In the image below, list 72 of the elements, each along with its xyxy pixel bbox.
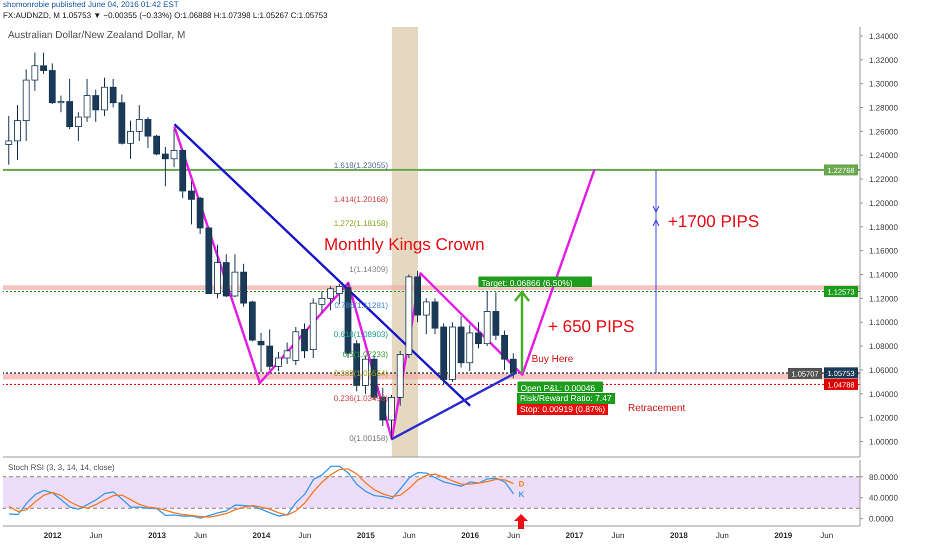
y-tick-label: 1.30000 [869,80,898,89]
annotation: Retracement [628,403,686,414]
candlestick [301,322,308,358]
y-tick-label: 1.04000 [869,390,898,399]
x-tick-label: Jun [298,531,312,540]
candlestick [92,89,100,122]
x-tick-label: Jun [716,531,729,540]
annotation: 1(1.14309) [349,265,388,275]
x-tick-label: Jun [402,531,416,540]
x-tick-label: Jun [612,531,624,540]
annotation: 1.414(1.20168) [334,195,388,205]
annotation: +1700 PIPS [668,212,760,232]
annotation: 0(1.00158) [349,434,388,444]
y-tick-label: 1.20000 [869,198,898,208]
y-tick-label: 1.34000 [869,32,898,41]
series-label: K [518,490,525,500]
x-tick-label: 2016 [461,531,480,540]
candlestick [110,78,117,108]
chart-subtitle: FX:AUDNZD, M 1.05753 ▼ −0.00355 (−0.33%) O:1.06888 H:1.07398 L:1.05267 C:1.05753 [3,11,328,20]
x-tick-label: 2017 [566,531,584,540]
annotation: Buy Here [532,354,574,365]
y-tick-label: 1.14000 [869,270,898,280]
y-tick-label: 1.26000 [869,127,898,136]
series-label: D [518,480,525,489]
candlestick [136,104,143,142]
x-tick-label: 2014 [252,531,271,540]
y-tick-label: 40.0000 [869,494,898,503]
chart-title: Australian Dollar/New Zealand Dollar, M [8,30,186,41]
x-tick-label: 2018 [670,531,688,540]
y-tick-label: 80.0000 [869,472,898,482]
annotation: 1.618(1.23055) [334,160,388,170]
candlestick [388,394,395,440]
annotation: + 650 PIPS [548,317,634,337]
y-tick-label: 1.24000 [869,151,898,160]
y-tick-label: 1.08000 [869,342,898,352]
x-tick-label: Jun [820,531,834,540]
y-tick-label: 1.06000 [869,366,898,375]
y-tick-label: 1.28000 [869,104,898,113]
annotation: Monthly Kings Crown [324,235,485,255]
y-tick-label: 1.16000 [869,246,898,256]
y-tick-label: 1.00000 [869,437,898,446]
candlestick [5,115,12,166]
candlestick [101,77,108,116]
y-tick-label: 1.32000 [869,56,898,65]
y-tick-label: 0.0000 [869,514,894,524]
candlestick [14,104,21,160]
x-tick-label: 2012 [44,531,62,540]
y-tick-label: 1.02000 [869,414,898,423]
y-tick-label: 1.12000 [869,294,898,304]
annotation: Open P&L: 0.00046 [520,382,596,393]
candlestick [258,332,264,373]
x-tick-label: 2019 [774,531,793,540]
annotation: 1.272(1.18158) [334,219,388,229]
x-tick-label: 2015 [356,531,376,540]
x-tick-label: Jun [507,531,520,540]
y-tick-label: 1.10000 [869,318,898,328]
y-tick-label: 1.18000 [869,222,898,232]
annotation: Target: 0.06866 (6.50%) [481,278,573,288]
candlestick [475,322,482,349]
x-tick-label: Jun [90,531,103,540]
candlestick [58,95,64,113]
x-tick-label: Jun [194,531,207,540]
candlestick [162,146,169,187]
candlestick [266,328,274,370]
annotation: Stop: 0.00919 (0.87%) [517,404,608,414]
annotation: Risk/Reward Ratio: 7.47 [517,393,615,404]
candlestick [170,128,178,168]
candlestick [422,298,430,335]
x-tick-label: 2013 [148,531,166,540]
y-tick-label: 1.22000 [869,175,898,184]
chart-title: Stoch RSI (3, 3, 14, 14, close) [8,463,115,472]
text: shomonrobie published June 04, 2016 01:42 EST [3,0,179,9]
